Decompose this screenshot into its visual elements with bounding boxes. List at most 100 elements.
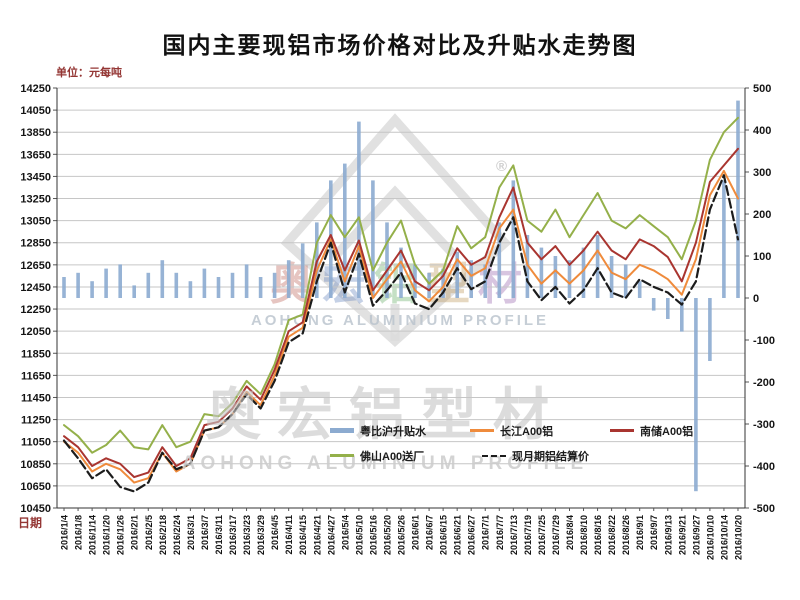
price-line-changjiang [63, 169, 739, 484]
left-axis-tick-label: 11050 [21, 437, 51, 449]
x-axis-tick-label: 2016/4/27 [326, 515, 336, 555]
premium-bar [497, 222, 502, 298]
x-axis-tick-label: 2016/6/7 [425, 515, 435, 550]
left-axis-tick-label: 12050 [20, 326, 51, 338]
x-axis-tick-label: 2016/1/14 [88, 515, 98, 555]
x-axis-tick-label: 2016/7/25 [537, 515, 547, 555]
premium-bar [118, 264, 122, 298]
left-axis-tick-label: 13250 [20, 194, 51, 206]
x-axis-tick-label: 2016/6/21 [453, 515, 463, 555]
premium-bar [525, 235, 530, 298]
premium-bar [385, 222, 389, 298]
x-axis-tick-label: 2016/8/16 [593, 515, 603, 555]
premium-bar [188, 281, 193, 298]
legend-label-changjiang: 长江A00铝 [500, 425, 554, 438]
premium-bar [104, 268, 108, 298]
x-axis-tick-label: 2016/7/29 [551, 515, 561, 555]
legend-row-2: 佛山A00送厂 现月期铝结算价 [330, 443, 750, 468]
premium-bar [651, 298, 656, 311]
legend-item-premium: 粤比沪升贴水 [330, 423, 470, 439]
legend-swatch-foshan-line [330, 454, 354, 457]
x-axis-tick-label: 2016/4/11 [284, 515, 294, 555]
left-axis-tick-label: 13050 [20, 216, 51, 228]
premium-bar [216, 277, 221, 298]
legend-label-settlement: 现月期铝结算价 [512, 450, 589, 463]
premium-bar [357, 121, 361, 298]
premium-bar [132, 285, 136, 298]
x-axis-tick-label: 2016/3/23 [242, 515, 252, 555]
right-axis-tick-label: -300 [753, 419, 775, 431]
x-axis-tick-label: 2016/3/11 [214, 515, 224, 555]
legend-item-settlement: 现月期铝结算价 [482, 448, 634, 464]
x-axis-tick-label: 2016/4/5 [270, 515, 280, 550]
premium-bar [609, 256, 614, 298]
right-axis-tick-label: -200 [753, 377, 775, 389]
x-axis-tick-label: 2016/10/20 [733, 515, 743, 560]
premium-bar [76, 272, 80, 298]
premium-bar [202, 268, 207, 298]
x-axis-tick-label: 2016/1/26 [116, 515, 126, 555]
premium-bar [567, 260, 572, 298]
x-axis-tick-label: 2016/1/4 [60, 515, 70, 550]
premium-bar [160, 260, 165, 298]
premium-bar [722, 180, 726, 298]
left-axis-tick-label: 13850 [20, 127, 51, 139]
right-axis-tick-label: 0 [753, 293, 759, 305]
left-axis-tick-label: 14050 [20, 105, 51, 117]
premium-bar [343, 163, 347, 298]
x-axis-tick-label: 2016/2/1 [130, 515, 140, 550]
x-axis-tick-label: 2016/3/1 [186, 515, 196, 550]
x-axis-tick-label: 2016/6/15 [439, 515, 449, 555]
premium-bar [511, 180, 516, 298]
premium-bar [581, 247, 586, 298]
premium-bar [623, 264, 628, 298]
x-axis-tick-label: 2016/9/7 [649, 515, 659, 550]
premium-bar [230, 272, 235, 298]
right-axis-tick-label: 100 [753, 251, 771, 263]
premium-bar [427, 272, 431, 298]
x-axis-tick-label: 2016/7/13 [509, 515, 519, 555]
legend-label-foshan: 佛山A00送厂 [360, 450, 425, 463]
chart-title: 国内主要现铝市场价格对比及升贴水走势图 [162, 32, 638, 58]
x-axis-tick-label: 2016/7/1 [481, 515, 491, 550]
left-axis-tick-label: 12250 [20, 304, 51, 316]
left-axis-tick-label: 11650 [21, 370, 51, 382]
premium-bar [455, 251, 459, 298]
x-axis-tick-label: 2016/3/7 [200, 515, 210, 550]
x-axis-tick-label: 2016/2/5 [144, 515, 154, 550]
right-axis-tick-label: 400 [753, 125, 771, 137]
x-axis-tick-label: 2016/4/21 [312, 515, 322, 555]
legend-item-foshan: 佛山A00送厂 [330, 448, 482, 464]
watermark-logo-diamond [275, 108, 515, 353]
legend: 粤比沪升贴水 长江A00铝 南储A00铝 佛山A00送厂 现月期铝结算价 [330, 418, 750, 468]
left-axis-tick-label: 11450 [21, 392, 51, 404]
x-axis-tick-label: 2016/7/19 [523, 515, 533, 555]
premium-bar [595, 235, 600, 298]
registered-trademark-icon: ® [496, 158, 508, 175]
right-axis-tick-label: 500 [753, 83, 771, 95]
premium-bar [244, 264, 249, 298]
price-line-settlement [62, 174, 740, 493]
premium-bar [174, 272, 179, 298]
premium-bar [300, 243, 305, 298]
left-axis-tick-label: 10850 [20, 459, 51, 471]
legend-item-changjiang: 长江A00铝 [470, 423, 610, 439]
left-axis-tick-label: 13650 [20, 149, 51, 161]
y-axis-unit-label: 单位：元每吨 [56, 67, 122, 79]
x-axis-tick-label: 2016/10/10 [705, 515, 715, 560]
premium-bar [637, 281, 642, 298]
legend-item-nanchu: 南储A00铝 [610, 423, 750, 439]
legend-label-nanchu: 南储A00铝 [640, 425, 694, 438]
x-axis-tick-label: 2016/5/20 [382, 515, 392, 555]
x-axis-tick-label: 2016/1/8 [74, 515, 84, 550]
premium-bar [694, 298, 698, 492]
premium-bar [553, 256, 558, 298]
right-axis-tick-label: 200 [753, 209, 771, 221]
x-axis-tick-label: 2016/3/29 [256, 515, 266, 555]
x-axis-tick-label: 2016/10/14 [719, 515, 729, 560]
left-axis-tick-label: 11250 [21, 415, 51, 427]
left-axis-tick-label: 12450 [20, 282, 51, 294]
premium-bar [708, 298, 712, 361]
x-axis-tick-label: 2016/5/26 [397, 515, 407, 555]
legend-swatch-nanchu-line [610, 429, 634, 432]
